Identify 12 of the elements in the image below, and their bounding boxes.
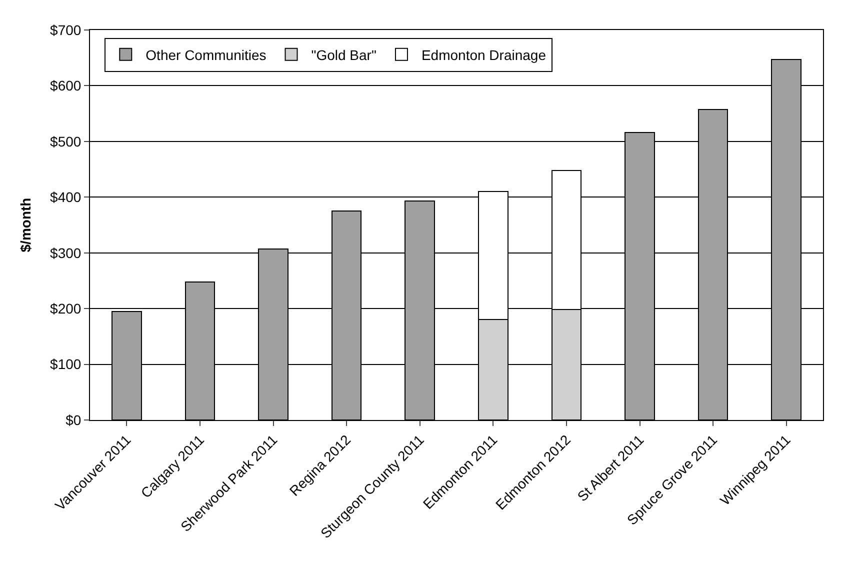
y-tick-label: $700 [50,22,82,38]
y-tick-label: $0 [66,412,82,428]
legend-label: Edmonton Drainage [421,46,546,63]
y-tick-label: $400 [50,189,82,206]
y-tick-label: $500 [50,133,82,150]
y-tick-label: $100 [50,356,82,372]
y-axis-title: $/month [18,198,34,252]
y-tick-label: $300 [50,244,82,261]
legend-label: "Gold Bar" [311,46,376,63]
legend-label: Other Communities [146,46,266,63]
y-tick-label: $600 [50,78,82,94]
y-tick-label: $200 [50,300,82,316]
